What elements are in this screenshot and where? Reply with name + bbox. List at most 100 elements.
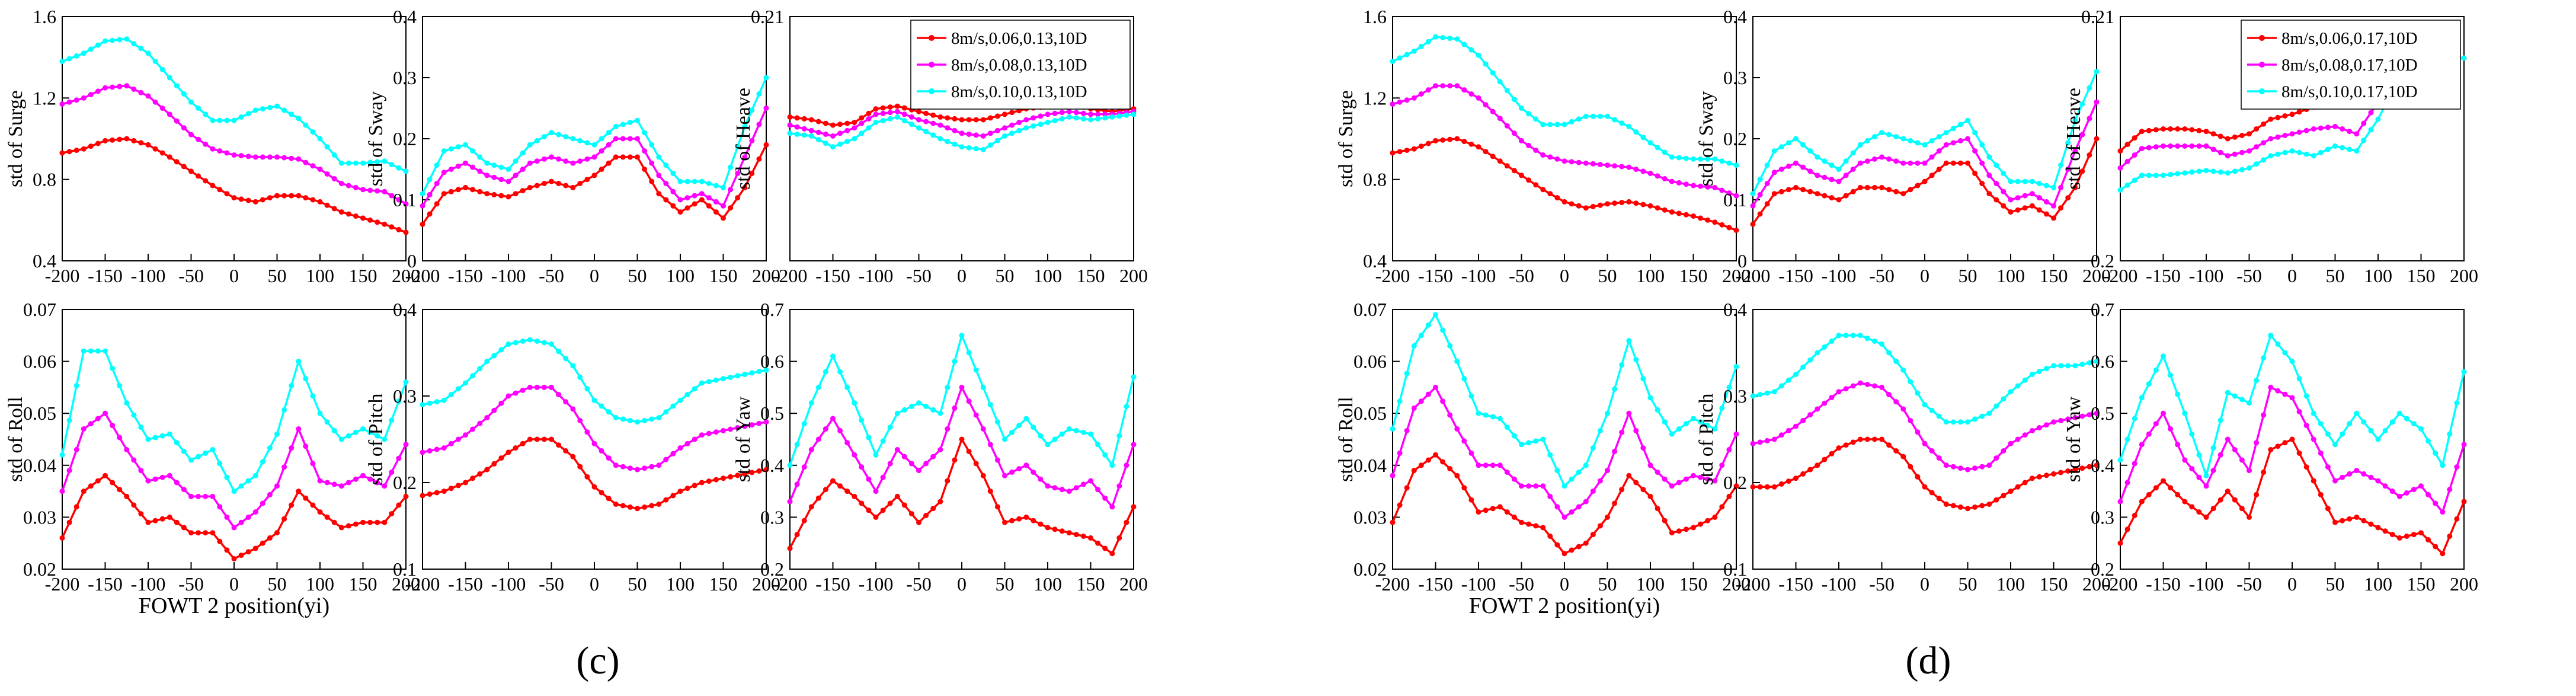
data-point — [1900, 367, 1906, 373]
data-point — [656, 154, 662, 160]
data-point — [274, 103, 280, 109]
x-tick-label: -200 — [2103, 265, 2138, 286]
x-tick-label: -100 — [2189, 265, 2224, 286]
data-point — [1619, 164, 1625, 170]
data-point — [2008, 489, 2014, 494]
data-point — [591, 484, 597, 490]
data-point — [1626, 472, 1632, 478]
data-point — [930, 132, 936, 138]
data-point — [563, 399, 569, 405]
data-point — [959, 333, 965, 339]
data-point — [2217, 133, 2223, 139]
data-point — [1993, 455, 1999, 461]
data-point — [584, 386, 590, 392]
data-point — [1397, 450, 1403, 456]
data-point — [1626, 410, 1632, 416]
data-point — [1425, 141, 1431, 146]
data-point — [2210, 468, 2216, 474]
data-point — [677, 209, 683, 215]
data-point — [2072, 467, 2078, 472]
data-point — [916, 519, 921, 525]
data-point — [930, 112, 936, 118]
data-point — [367, 159, 373, 165]
data-point — [505, 393, 511, 399]
data-point — [684, 205, 690, 211]
data-point — [2340, 518, 2345, 523]
data-point — [260, 154, 265, 160]
series-line — [62, 38, 407, 173]
data-point — [952, 405, 958, 411]
data-point — [1886, 392, 1892, 398]
data-point — [174, 519, 180, 525]
data-point — [396, 165, 402, 171]
data-point — [1497, 504, 1503, 510]
data-point — [2008, 178, 2014, 184]
data-point — [2168, 372, 2174, 378]
data-point — [541, 340, 547, 346]
data-point — [2168, 171, 2174, 177]
data-point — [916, 468, 921, 474]
data-point — [73, 447, 79, 452]
data-point — [1497, 158, 1503, 164]
data-point — [1764, 484, 1770, 490]
data-point — [420, 203, 425, 209]
data-point — [901, 105, 907, 111]
data-point — [2404, 490, 2409, 496]
data-point — [1750, 221, 1756, 227]
data-point — [2340, 474, 2345, 480]
data-point — [713, 377, 719, 383]
data-point — [794, 124, 800, 130]
data-point — [1519, 483, 1524, 489]
data-point — [2311, 153, 2316, 159]
data-point — [1411, 95, 1417, 101]
data-point — [2433, 500, 2439, 506]
data-point — [1822, 456, 1828, 462]
data-point — [1418, 398, 1424, 404]
data-point — [1669, 431, 1675, 437]
data-point — [1433, 34, 1438, 40]
data-point — [599, 403, 604, 409]
data-point — [880, 438, 886, 444]
data-point — [324, 419, 330, 425]
y-tick-label: 0.2 — [2091, 558, 2114, 580]
data-point — [1045, 120, 1051, 125]
data-point — [1576, 116, 1582, 122]
data-point — [534, 339, 540, 344]
data-point — [830, 133, 836, 139]
data-point — [310, 393, 316, 399]
y-tick-label: 1.6 — [1363, 6, 1387, 27]
data-point — [901, 118, 907, 123]
data-point — [491, 162, 497, 168]
data-point — [520, 150, 526, 156]
data-point — [606, 455, 612, 461]
x-tick-label: -100 — [859, 573, 894, 595]
data-point — [1655, 173, 1660, 179]
data-point — [1547, 154, 1553, 160]
series-1 — [420, 142, 769, 227]
data-point — [1511, 168, 1517, 174]
data-point — [2008, 389, 2014, 395]
x-tick-label: 150 — [709, 573, 738, 595]
data-point — [656, 173, 662, 178]
data-point — [2001, 448, 2007, 454]
data-point — [2332, 143, 2338, 149]
x-tick-label: -50 — [2236, 265, 2262, 286]
data-point — [2146, 127, 2152, 133]
data-point — [1647, 203, 1653, 209]
data-point — [2203, 143, 2209, 149]
data-point — [484, 467, 490, 472]
y-tick-label: 0.6 — [760, 351, 784, 372]
data-point — [152, 518, 158, 523]
data-point — [534, 158, 540, 164]
data-point — [1066, 530, 1072, 536]
data-point — [1871, 339, 1877, 344]
data-point — [181, 125, 187, 131]
data-point — [642, 417, 648, 423]
data-point — [463, 432, 468, 438]
data-point — [815, 495, 821, 501]
data-point — [1095, 540, 1101, 546]
data-point — [2268, 333, 2274, 339]
x-tick-label: -100 — [1822, 573, 1857, 595]
data-point — [1972, 170, 1978, 176]
data-point — [823, 131, 828, 137]
